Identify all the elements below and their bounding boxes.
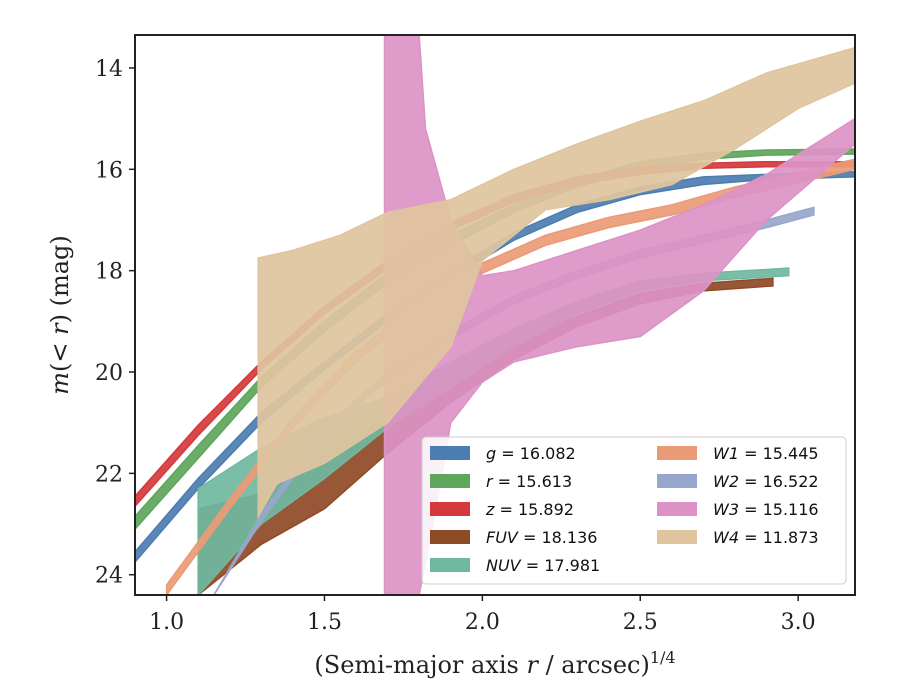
y-tick-label: 22 bbox=[95, 462, 123, 487]
legend-label: W4 = 11.873 bbox=[713, 528, 819, 547]
x-axis-label: (Semi-major axis r / arcsec)1/4 bbox=[314, 648, 675, 679]
legend-box bbox=[421, 436, 847, 585]
legend-label: W3 = 15.116 bbox=[713, 500, 819, 519]
legend-swatch bbox=[430, 446, 470, 460]
legend-label: W2 = 16.522 bbox=[713, 472, 819, 491]
x-tick-label: 3.0 bbox=[781, 610, 816, 635]
y-ticks: 14 16 18 20 22 24 bbox=[95, 57, 135, 589]
legend-label: NUV = 17.981 bbox=[486, 556, 600, 575]
band-w4 bbox=[257, 46, 855, 520]
legend-swatch bbox=[430, 502, 470, 516]
legend-label: r = 15.613 bbox=[486, 472, 572, 491]
plot-frame bbox=[134, 34, 856, 596]
legend-swatch bbox=[657, 502, 697, 516]
legend-label: W1 = 15.445 bbox=[713, 444, 819, 463]
legend-swatch bbox=[430, 474, 470, 488]
x-tick-label: 2.0 bbox=[465, 610, 500, 635]
y-tick-label: 24 bbox=[95, 564, 123, 589]
legend-label: z = 15.892 bbox=[485, 500, 574, 519]
y-tick-label: 14 bbox=[95, 57, 123, 82]
legend-swatch bbox=[657, 474, 697, 488]
y-tick-label: 20 bbox=[95, 361, 123, 386]
y-tick-label: 18 bbox=[95, 260, 123, 285]
y-axis-label: m(< r) (mag) bbox=[46, 235, 74, 395]
legend-swatch bbox=[657, 530, 697, 544]
y-tick-label: 16 bbox=[95, 158, 123, 183]
legend-swatch bbox=[430, 530, 470, 544]
x-tick-label: 1.0 bbox=[149, 610, 184, 635]
legend-label: FUV = 18.136 bbox=[486, 528, 597, 547]
x-tick-label: 1.5 bbox=[307, 610, 342, 635]
x-tick-label: 2.5 bbox=[623, 610, 658, 635]
legend-label: g = 16.082 bbox=[486, 444, 576, 463]
legend-swatch bbox=[657, 446, 697, 460]
series-bands bbox=[135, 35, 855, 595]
legend: g = 16.082 r = 15.613 z = 15.892 FUV = 18.1… bbox=[421, 436, 847, 585]
legend-swatch bbox=[430, 558, 470, 572]
x-ticks: 1.0 1.5 2.0 2.5 3.0 bbox=[149, 595, 816, 635]
